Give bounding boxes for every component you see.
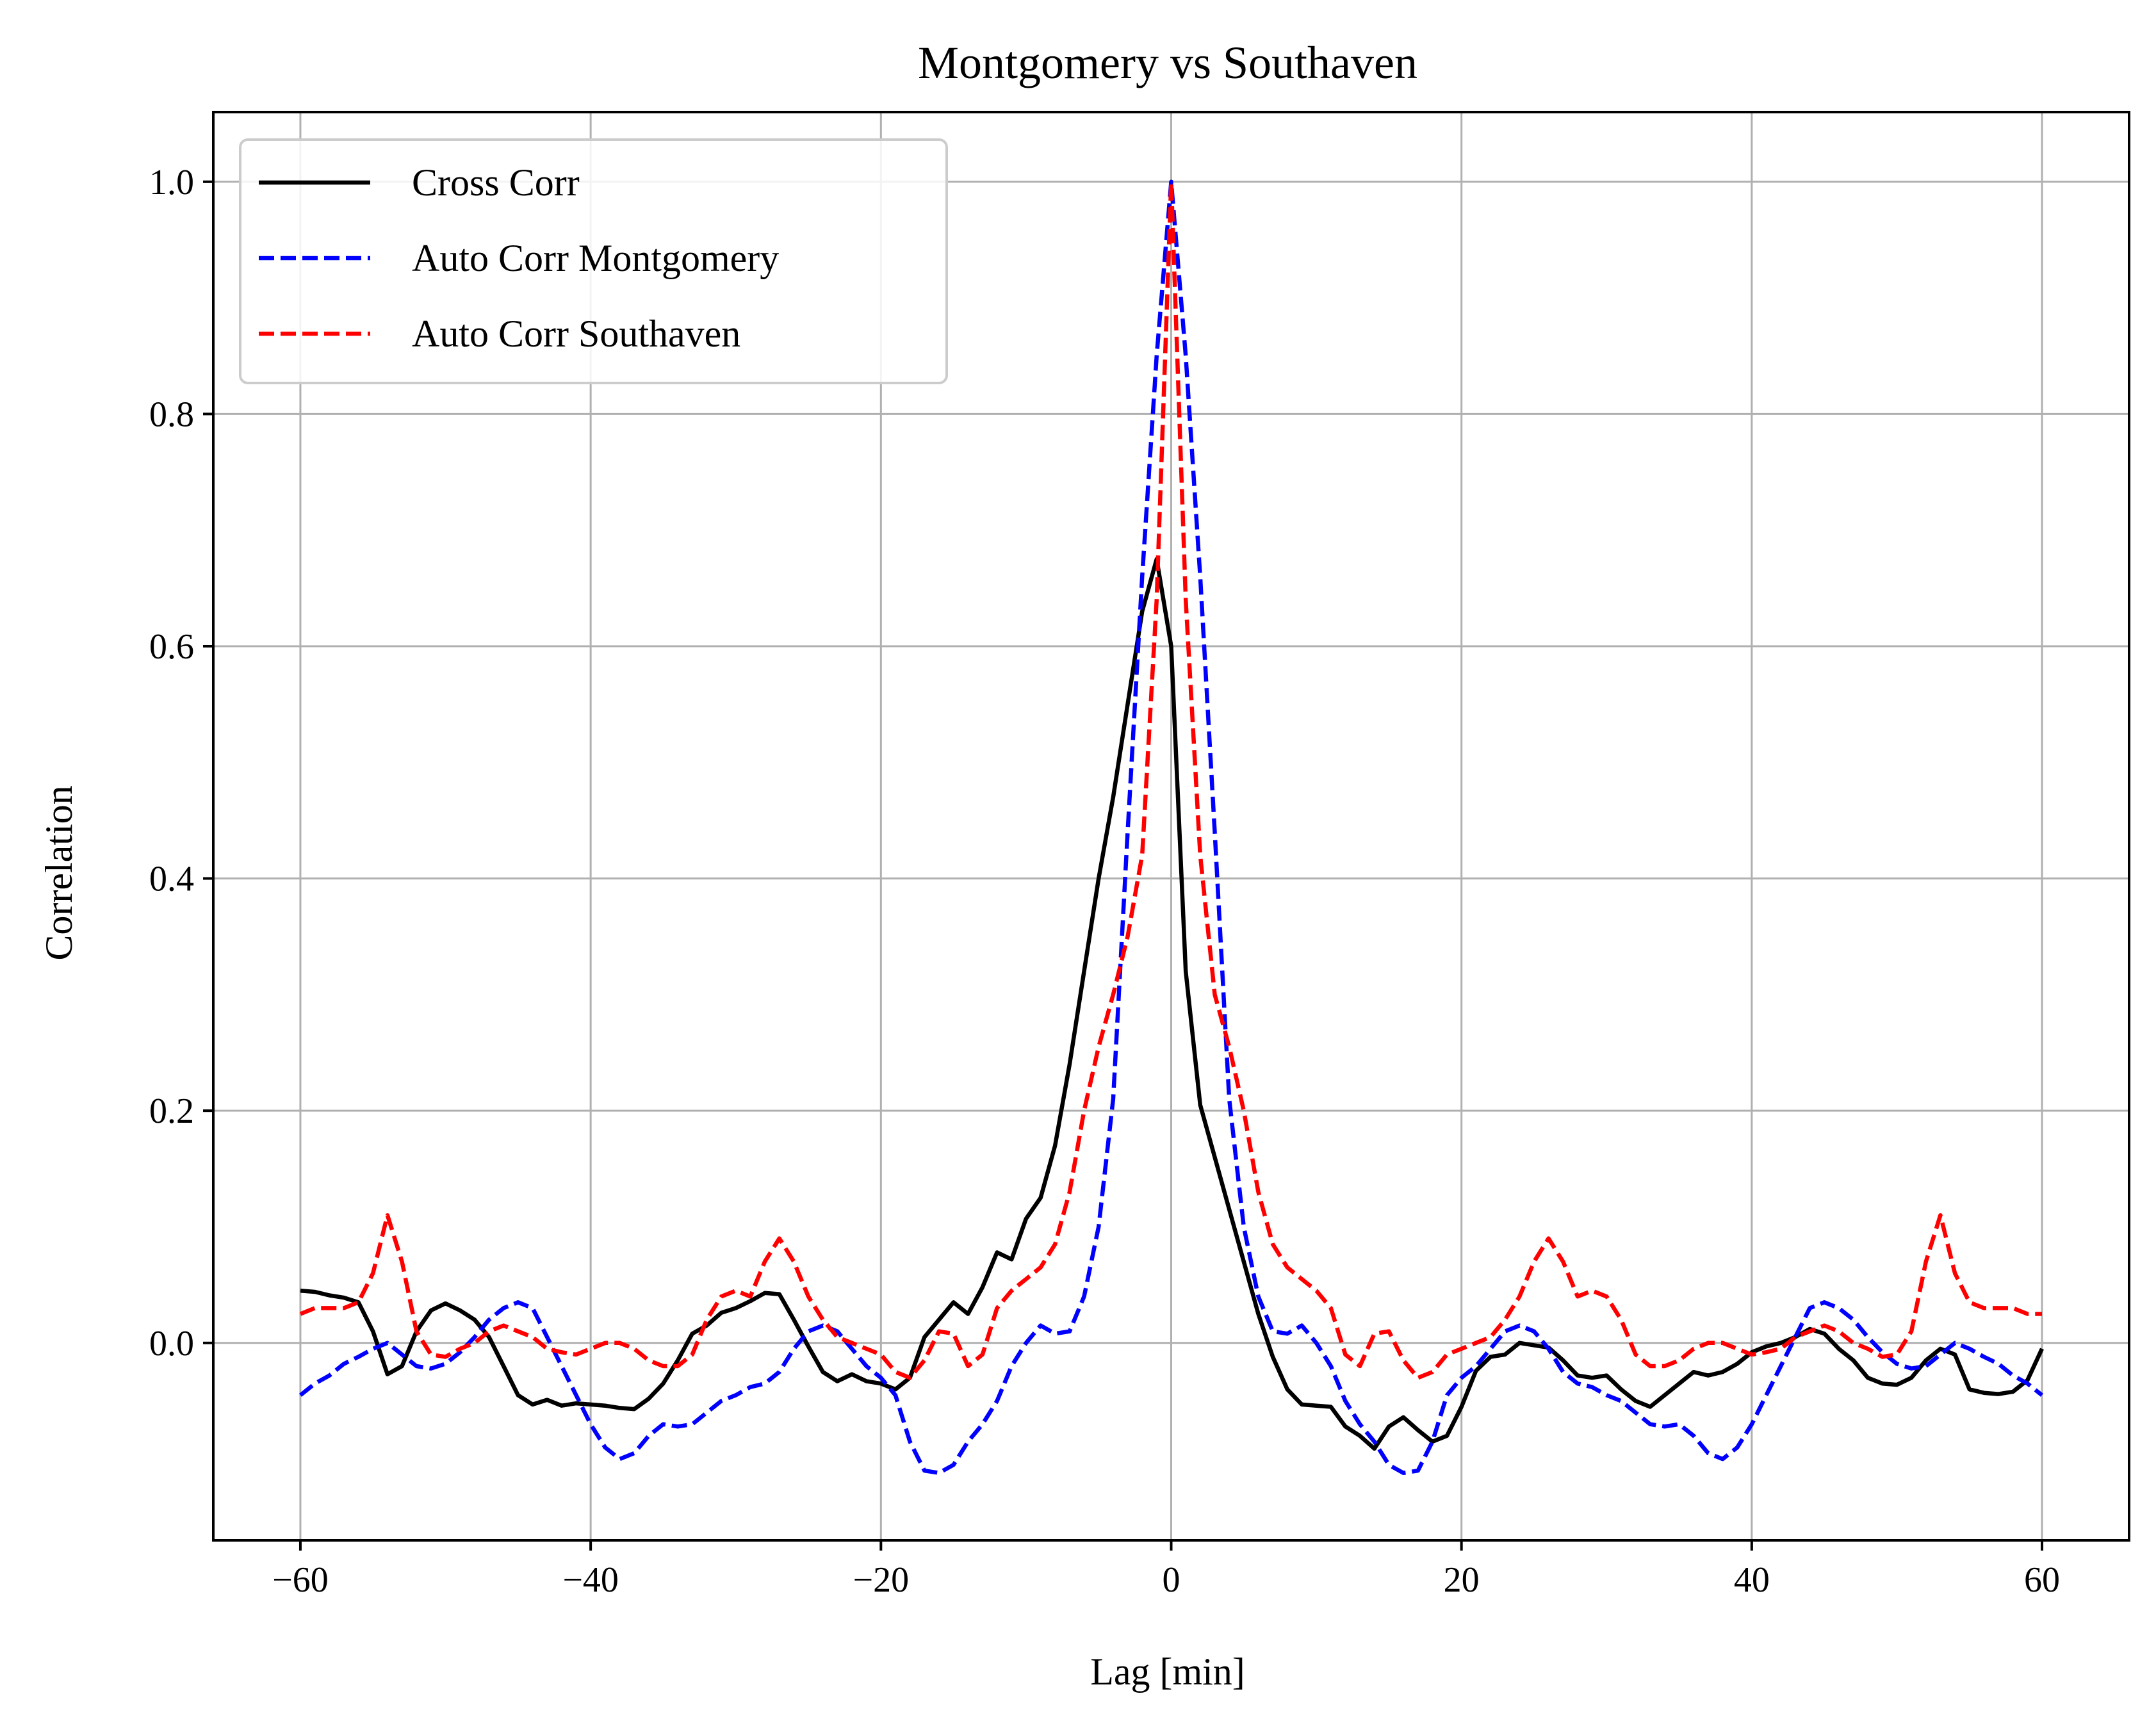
y-tick-label: 0.8 [149, 395, 194, 434]
x-axis-label: Lag [min] [1090, 1651, 1245, 1693]
legend-label: Auto Corr Southaven [412, 313, 740, 355]
y-axis-label: Correlation [38, 785, 80, 960]
series-line-2 [298, 179, 2044, 1476]
legend: Cross Corr Auto Corr Montgomery Auto Corr … [239, 138, 948, 384]
y-tick-label: 0.2 [149, 1091, 194, 1131]
x-tick-label: −60 [272, 1560, 329, 1600]
legend-label: Cross Corr [412, 161, 580, 204]
y-tick-label: 0.0 [149, 1324, 194, 1364]
legend-box [239, 138, 948, 384]
x-tick-label: −20 [853, 1560, 910, 1600]
legend-label: Auto Corr Montgomery [412, 237, 779, 279]
x-tick-label: 20 [1444, 1560, 1480, 1600]
y-tick-label: 0.4 [149, 860, 194, 899]
chart-title: Montgomery vs Southaven [918, 37, 1417, 88]
series-line-1 [300, 557, 2044, 1451]
series-line-3 [299, 179, 2042, 1380]
x-tick-label: 0 [1163, 1560, 1180, 1600]
x-tick-label: 40 [1734, 1560, 1770, 1600]
y-tick-label: 0.6 [149, 627, 194, 667]
y-tick-label: 1.0 [149, 163, 194, 202]
x-tick-label: 60 [2024, 1560, 2060, 1600]
x-tick-label: −40 [562, 1560, 619, 1600]
